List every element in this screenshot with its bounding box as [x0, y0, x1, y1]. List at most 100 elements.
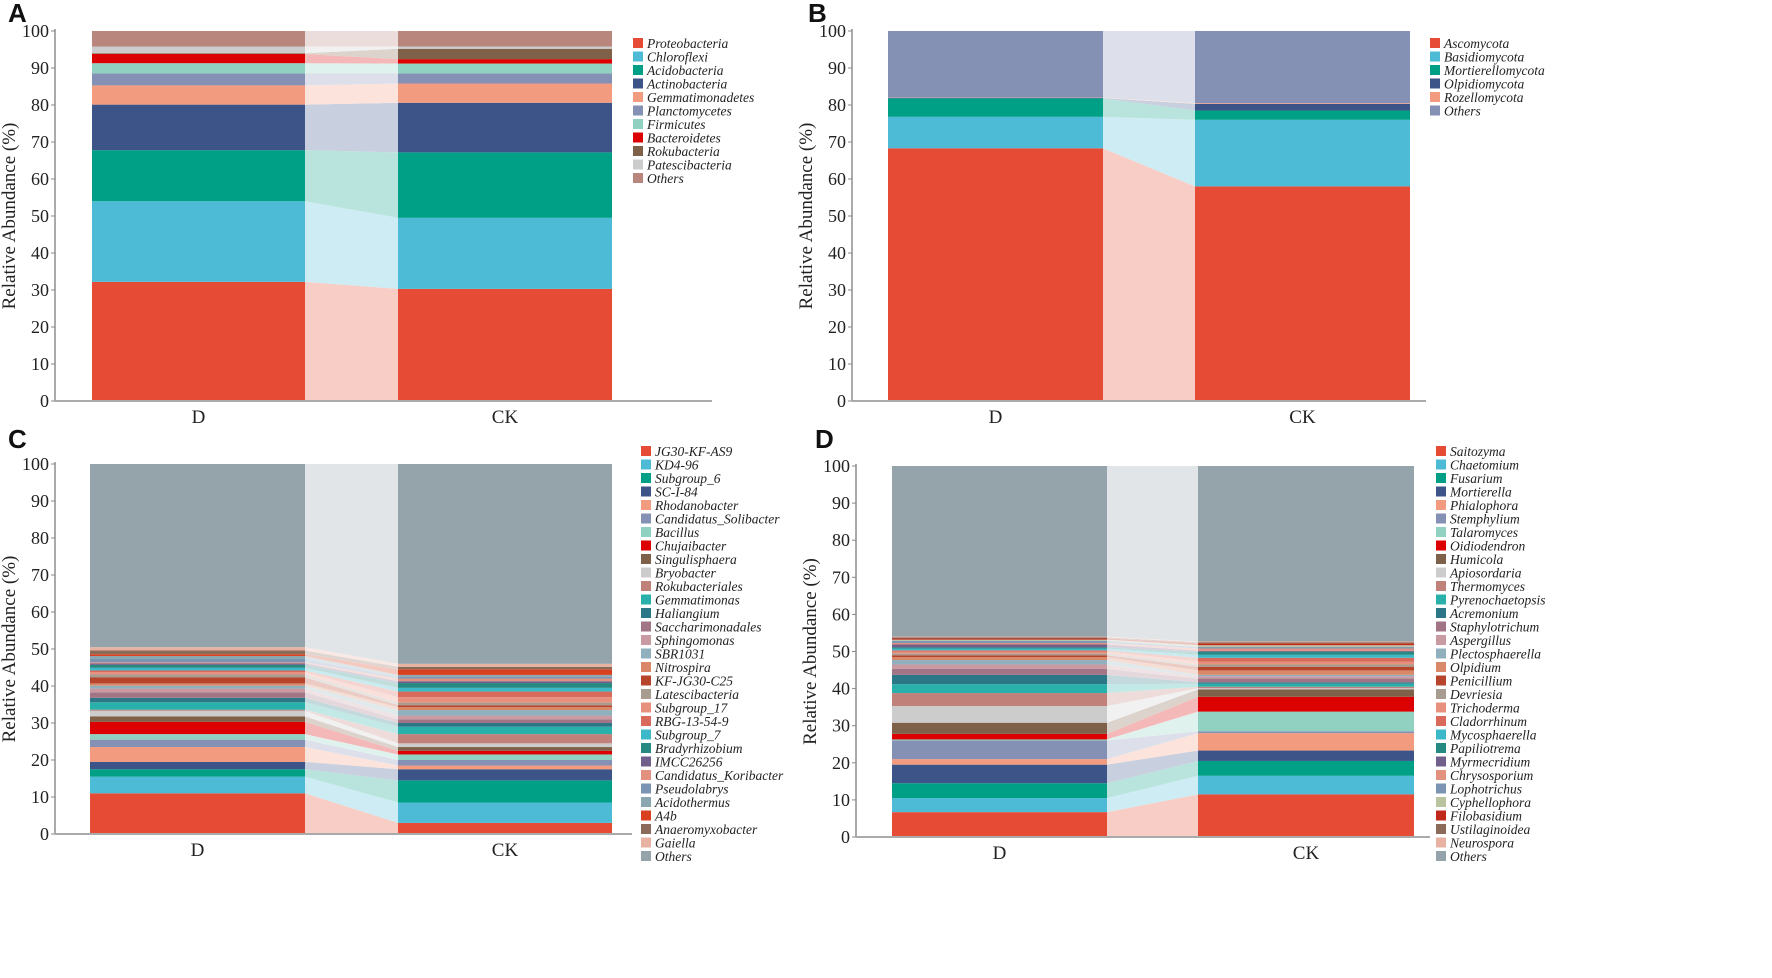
bar-segment-ck-0: [398, 288, 612, 401]
bar-segment-d-14: [90, 688, 305, 693]
legend-label: Chaetomium: [1450, 458, 1519, 473]
legend-swatch: [641, 635, 651, 645]
flow-link-14: [1107, 664, 1198, 679]
bar-segment-d-22: [90, 664, 305, 668]
bar-segment-d-0: [90, 793, 305, 834]
legend-label: Actinobacteria: [646, 77, 727, 92]
bar-segment-ck-14: [1198, 676, 1414, 679]
bar-segment-d-23: [892, 644, 1107, 648]
bar-segment-d-7: [892, 733, 1107, 740]
bar-segment-ck-15: [398, 710, 612, 716]
legend-swatch: [1436, 743, 1446, 753]
legend-swatch: [641, 446, 651, 456]
y-tick-label: 70: [828, 132, 846, 152]
legend-swatch: [641, 500, 651, 510]
legend-swatch: [633, 132, 643, 143]
y-tick-label: 20: [828, 317, 846, 337]
bar-segment-ck-23: [1198, 650, 1414, 652]
bar-segment-ck-5: [398, 73, 612, 84]
legend-label: Rokubacteriales: [654, 579, 743, 594]
legend-label: Saitozyma: [1450, 444, 1506, 459]
flow-link-17: [1107, 655, 1198, 671]
bar-segment-ck-28: [1198, 642, 1414, 644]
bar-segment-d-8: [892, 722, 1107, 734]
legend-label: Subgroup_17: [655, 701, 729, 716]
legend-swatch: [641, 567, 651, 578]
flow-link-25: [305, 658, 398, 679]
legend-label: Acremonium: [1449, 606, 1519, 621]
legend-label: RBG-13-54-9: [654, 714, 729, 729]
legend-swatch: [1436, 702, 1446, 713]
legend-swatch: [1436, 716, 1446, 726]
bar-segment-d-6: [892, 739, 1107, 741]
flow-link-10: [305, 709, 398, 744]
legend-label: Filobasidium: [1449, 809, 1522, 824]
bar-segment-d-18: [90, 674, 305, 678]
flow-link-3: [1107, 750, 1198, 784]
legend-label: Oidiodendron: [1450, 539, 1525, 554]
y-tick-label: 50: [31, 206, 49, 226]
bar-segment-ck-8: [398, 747, 612, 751]
bar-segment-ck-3: [1195, 103, 1410, 111]
panel-label: B: [808, 0, 827, 28]
bar-segment-ck-10: [398, 31, 612, 47]
legend-label: Trichoderma: [1450, 701, 1520, 716]
bar-segment-ck-4: [1195, 103, 1410, 104]
flow-link-20: [1107, 650, 1198, 662]
y-tick-label: 30: [828, 280, 846, 300]
flow-link-8: [305, 48, 398, 60]
flow-link-1: [305, 201, 398, 289]
legend-label: Aspergillus: [1449, 633, 1511, 648]
legend-swatch: [641, 594, 651, 605]
bar-segment-d-22: [892, 647, 1107, 649]
y-tick-label: 80: [828, 95, 846, 115]
bar-segment-d-9: [892, 706, 1107, 723]
legend-swatch: [641, 756, 651, 767]
y-tick-label: 0: [40, 824, 49, 844]
flow-link-9: [1107, 688, 1198, 723]
y-tick-label: 90: [31, 58, 49, 78]
flow-link-10: [305, 31, 398, 47]
flow-link-2: [305, 769, 398, 803]
flow-link-4: [305, 83, 398, 105]
y-tick-label: 90: [828, 58, 846, 78]
bar-segment-d-12: [90, 697, 305, 703]
legend-swatch: [1430, 78, 1440, 89]
legend-swatch: [641, 716, 651, 726]
y-tick-label: 50: [828, 206, 846, 226]
legend-label: Basidiomycota: [1444, 50, 1524, 65]
bar-segment-ck-6: [398, 754, 612, 760]
legend-label: KD4-96: [654, 458, 699, 473]
bar-segment-d-25: [90, 658, 305, 663]
flow-link-16: [305, 683, 398, 711]
flow-link-10: [1107, 686, 1198, 707]
legend-label: Haliangium: [654, 606, 720, 621]
bar-segment-d-8: [92, 53, 305, 54]
bar-segment-d-21: [90, 667, 305, 671]
bar-segment-d-28: [892, 637, 1107, 639]
y-tick-label: 40: [31, 676, 49, 696]
bar-segment-d-13: [90, 692, 305, 698]
flow-link-14: [305, 688, 398, 720]
legend-swatch: [1436, 689, 1446, 699]
legend-label: Cyphellophora: [1450, 795, 1531, 810]
x-category-label: D: [993, 843, 1007, 864]
bar-segment-d-27: [90, 654, 305, 657]
flow-link-6: [305, 63, 398, 74]
legend-swatch: [1436, 513, 1446, 524]
bar-segment-d-3: [92, 104, 305, 151]
bar-segment-ck-19: [1198, 661, 1414, 665]
y-tick-label: 60: [31, 602, 49, 622]
legend-label: Talaromyces: [1450, 525, 1518, 540]
legend-label: Sphingomonas: [655, 633, 735, 648]
bar-segment-d-21: [892, 648, 1107, 651]
panel-a: A ProteobacteriaChloroflexiAcidobacteriaA…: [0, 0, 754, 428]
legend-swatch: [641, 581, 651, 591]
flow-link-5: [1103, 31, 1195, 104]
legend-swatch: [1436, 621, 1446, 632]
legend-swatch: [641, 797, 651, 807]
bar-segment-ck-1: [1198, 775, 1414, 795]
y-tick-label: 20: [832, 753, 850, 773]
y-tick-label: 80: [832, 530, 850, 550]
bar-segment-ck-10: [398, 734, 612, 744]
